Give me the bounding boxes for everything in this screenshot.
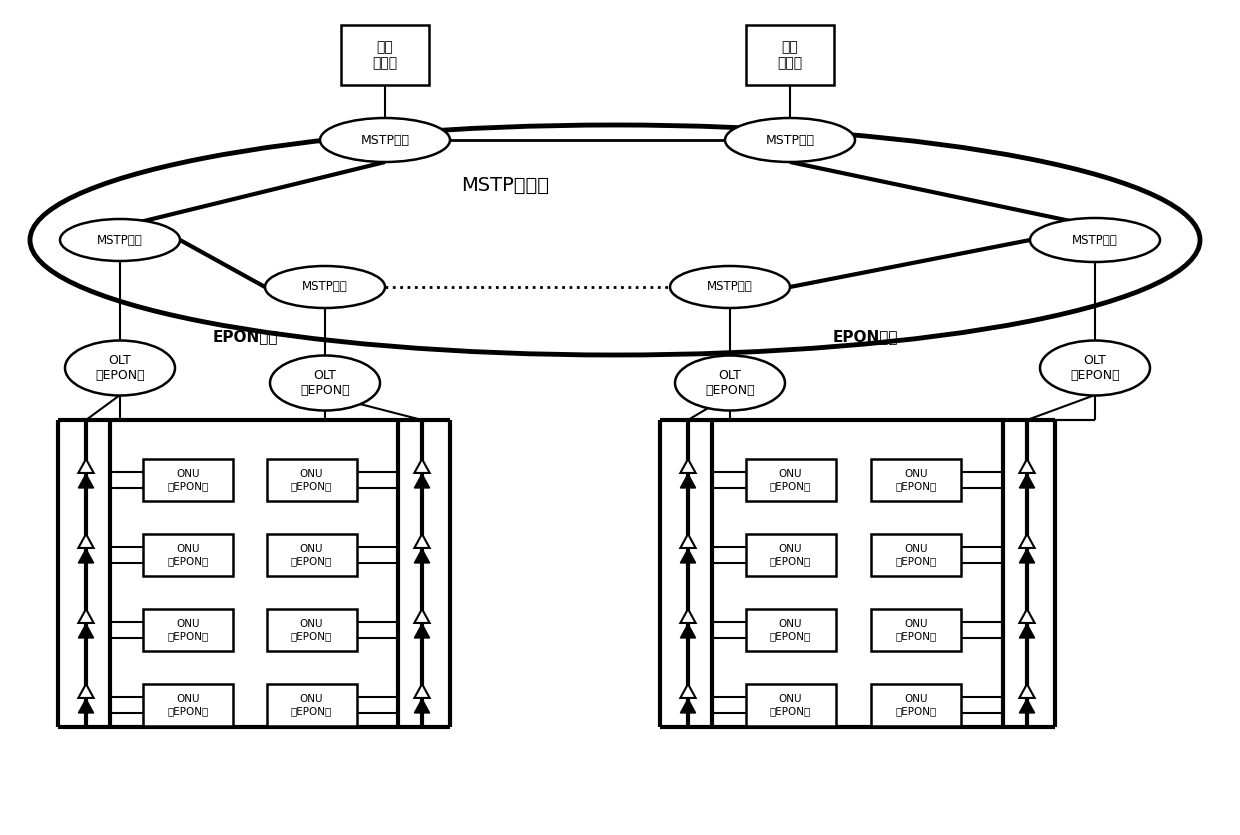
Polygon shape xyxy=(681,624,696,638)
Ellipse shape xyxy=(725,118,856,162)
Polygon shape xyxy=(414,624,429,638)
FancyBboxPatch shape xyxy=(870,459,961,501)
Text: ONU
（EPON）: ONU （EPON） xyxy=(770,469,811,491)
FancyBboxPatch shape xyxy=(143,534,233,576)
Text: ONU
（EPON）: ONU （EPON） xyxy=(167,469,208,491)
Polygon shape xyxy=(681,609,696,623)
FancyBboxPatch shape xyxy=(870,684,961,726)
Polygon shape xyxy=(78,699,94,713)
Polygon shape xyxy=(681,459,696,473)
Polygon shape xyxy=(1019,474,1034,488)
Text: 核心
交换机: 核心 交换机 xyxy=(372,40,398,70)
Text: ONU
（EPON）: ONU （EPON） xyxy=(291,469,332,491)
FancyBboxPatch shape xyxy=(745,684,836,726)
FancyBboxPatch shape xyxy=(143,684,233,726)
Polygon shape xyxy=(78,684,94,698)
Polygon shape xyxy=(78,459,94,473)
Polygon shape xyxy=(681,549,696,563)
Text: OLT
（EPON）: OLT （EPON） xyxy=(1070,354,1120,382)
FancyBboxPatch shape xyxy=(143,609,233,651)
Text: ONU
（EPON）: ONU （EPON） xyxy=(291,544,332,566)
Text: EPON组网: EPON组网 xyxy=(212,330,278,345)
Text: 核心
交换机: 核心 交换机 xyxy=(777,40,802,70)
Ellipse shape xyxy=(320,118,450,162)
Text: OLT
（EPON）: OLT （EPON） xyxy=(300,369,350,397)
Text: ONU
（EPON）: ONU （EPON） xyxy=(895,469,936,491)
Text: ONU
（EPON）: ONU （EPON） xyxy=(291,694,332,716)
Ellipse shape xyxy=(1040,341,1149,396)
Text: ONU
（EPON）: ONU （EPON） xyxy=(167,544,208,566)
Ellipse shape xyxy=(1030,218,1159,262)
Polygon shape xyxy=(1019,609,1034,623)
Polygon shape xyxy=(414,474,429,488)
Text: MSTP设备: MSTP设备 xyxy=(765,134,815,146)
FancyBboxPatch shape xyxy=(267,459,357,501)
Text: ONU
（EPON）: ONU （EPON） xyxy=(770,694,811,716)
Ellipse shape xyxy=(675,356,785,411)
FancyBboxPatch shape xyxy=(746,25,835,85)
Text: ONU
（EPON）: ONU （EPON） xyxy=(770,544,811,566)
Ellipse shape xyxy=(64,341,175,396)
FancyBboxPatch shape xyxy=(267,684,357,726)
Ellipse shape xyxy=(270,356,379,411)
Text: MSTP传输环: MSTP传输环 xyxy=(461,175,549,195)
Text: OLT
（EPON）: OLT （EPON） xyxy=(95,354,145,382)
Text: ONU
（EPON）: ONU （EPON） xyxy=(167,620,208,640)
FancyBboxPatch shape xyxy=(267,534,357,576)
FancyBboxPatch shape xyxy=(745,534,836,576)
Text: ONU
（EPON）: ONU （EPON） xyxy=(895,620,936,640)
Polygon shape xyxy=(414,609,429,623)
Polygon shape xyxy=(78,609,94,623)
Polygon shape xyxy=(414,684,429,698)
Polygon shape xyxy=(414,534,429,548)
Polygon shape xyxy=(414,699,429,713)
Polygon shape xyxy=(681,684,696,698)
FancyBboxPatch shape xyxy=(745,609,836,651)
Polygon shape xyxy=(78,534,94,548)
Polygon shape xyxy=(1019,459,1034,473)
Polygon shape xyxy=(1019,534,1034,548)
Polygon shape xyxy=(1019,549,1034,563)
Polygon shape xyxy=(681,534,696,548)
Polygon shape xyxy=(414,459,429,473)
Text: MSTP设备: MSTP设备 xyxy=(361,134,409,146)
Polygon shape xyxy=(1019,684,1034,698)
Polygon shape xyxy=(1019,624,1034,638)
Polygon shape xyxy=(681,699,696,713)
FancyBboxPatch shape xyxy=(143,459,233,501)
Text: EPON组网: EPON组网 xyxy=(832,330,898,345)
FancyBboxPatch shape xyxy=(745,459,836,501)
Polygon shape xyxy=(1019,699,1034,713)
Ellipse shape xyxy=(265,266,384,308)
Text: MSTP设备: MSTP设备 xyxy=(707,281,753,293)
Text: OLT
（EPON）: OLT （EPON） xyxy=(706,369,755,397)
Polygon shape xyxy=(78,549,94,563)
Polygon shape xyxy=(78,474,94,488)
FancyBboxPatch shape xyxy=(267,609,357,651)
Text: ONU
（EPON）: ONU （EPON） xyxy=(770,620,811,640)
Text: MSTP设备: MSTP设备 xyxy=(1073,234,1118,246)
Text: ONU
（EPON）: ONU （EPON） xyxy=(895,544,936,566)
Ellipse shape xyxy=(60,219,180,261)
Text: MSTP设备: MSTP设备 xyxy=(97,234,143,246)
Ellipse shape xyxy=(670,266,790,308)
Polygon shape xyxy=(414,549,429,563)
FancyBboxPatch shape xyxy=(870,534,961,576)
FancyBboxPatch shape xyxy=(870,609,961,651)
Polygon shape xyxy=(78,624,94,638)
Text: ONU
（EPON）: ONU （EPON） xyxy=(167,694,208,716)
Text: ONU
（EPON）: ONU （EPON） xyxy=(895,694,936,716)
Text: ONU
（EPON）: ONU （EPON） xyxy=(291,620,332,640)
Polygon shape xyxy=(681,474,696,488)
Text: MSTP设备: MSTP设备 xyxy=(303,281,348,293)
FancyBboxPatch shape xyxy=(341,25,429,85)
